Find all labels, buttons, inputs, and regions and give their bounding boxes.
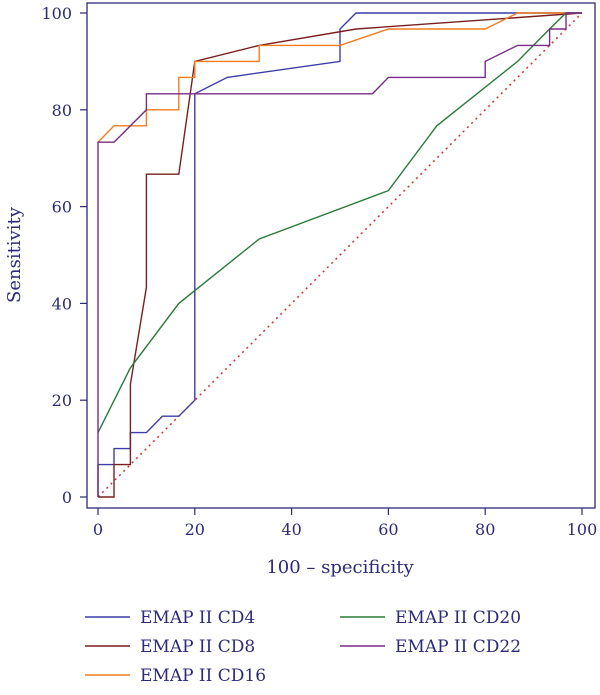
y-tick-label: 100	[41, 4, 72, 23]
y-axis-ticks: 0 20 40 60 80 100	[41, 4, 87, 507]
x-tick-label: 60	[378, 520, 398, 539]
series-line-4	[97, 12, 582, 433]
legend-label: EMAP II CD4	[140, 608, 255, 628]
x-axis-ticks: 0 20 40 60 80 100	[93, 508, 597, 539]
series-line-2	[98, 12, 583, 498]
plot-frame	[86, 2, 596, 509]
x-tick-label: 0	[93, 520, 103, 539]
x-tick-label: 100	[567, 520, 598, 539]
y-tick-label: 0	[62, 488, 72, 507]
series-line-3	[97, 12, 582, 143]
series-line-1	[97, 12, 582, 497]
y-axis-title: Sensitivity	[4, 206, 25, 303]
y-tick-label: 60	[52, 198, 72, 217]
legend-label: EMAP II CD16	[140, 666, 266, 686]
x-axis-title: 100 – specificity	[266, 557, 414, 578]
y-tick-label: 20	[52, 391, 72, 410]
x-tick-label: 40	[281, 520, 301, 539]
reference-diagonal	[97, 12, 583, 498]
legend-label: EMAP II CD8	[140, 637, 255, 657]
x-tick-label: 80	[475, 520, 495, 539]
legend-label: EMAP II CD22	[395, 637, 521, 657]
x-tick-label: 20	[185, 520, 205, 539]
legend-label: EMAP II CD20	[395, 608, 521, 628]
series-layer	[97, 12, 583, 498]
y-tick-label: 40	[52, 294, 72, 313]
y-tick-label: 80	[52, 101, 72, 120]
legend: EMAP II CD4 EMAP II CD8 EMAP II CD16 EMAP I…	[85, 608, 521, 686]
series-line-5	[97, 12, 582, 497]
